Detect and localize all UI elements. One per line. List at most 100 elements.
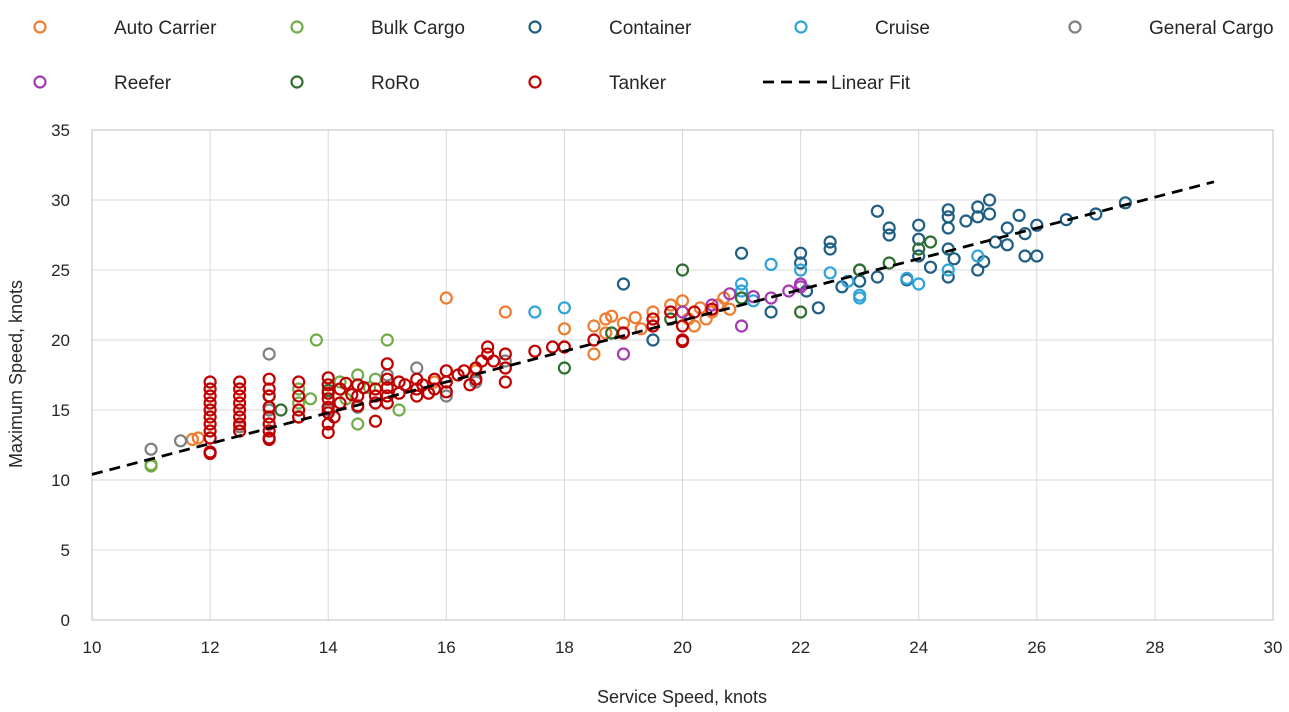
y-tick-label: 30	[51, 191, 70, 210]
data-point	[498, 347, 512, 361]
data-point	[392, 403, 406, 417]
data-point	[486, 354, 501, 368]
data-point	[687, 319, 701, 333]
data-point	[811, 301, 825, 315]
tick-labels: 10 12 14 16 18 20 22 24 26 28 30 0 5 10 15 20 25 30 35	[51, 121, 1282, 657]
data-point	[764, 305, 778, 319]
plot-border	[91, 129, 1274, 621]
data-point	[398, 378, 412, 392]
data-point	[439, 291, 453, 305]
data-point	[616, 277, 631, 291]
data-point	[646, 312, 660, 326]
x-tick-label: 16	[437, 638, 456, 657]
data-point	[233, 375, 247, 389]
data-point	[321, 392, 335, 406]
x-tick-label: 14	[319, 638, 338, 657]
data-point	[481, 340, 495, 354]
data-point	[203, 403, 217, 417]
data-point	[628, 311, 642, 325]
data-point	[941, 270, 955, 284]
data-point	[545, 340, 560, 354]
y-tick-label: 5	[61, 541, 70, 560]
data-point	[292, 389, 306, 403]
data-points	[144, 193, 1132, 473]
x-tick-label: 20	[673, 638, 692, 657]
y-axis-title: Maximum Speed, knots	[6, 280, 26, 468]
legend-item-reefer: Reefer	[33, 73, 172, 94]
data-point	[734, 277, 749, 291]
series-auto-carrier	[185, 291, 737, 446]
data-point	[941, 263, 955, 277]
data-point	[675, 334, 690, 348]
data-point	[203, 410, 217, 424]
data-point	[303, 392, 318, 406]
data-point	[203, 375, 217, 389]
legend-item-roro: RoRo	[290, 73, 420, 94]
data-point	[498, 375, 512, 389]
legend-label: Container	[609, 18, 692, 39]
legend-label: Tanker	[609, 73, 667, 94]
data-point	[605, 309, 619, 323]
data-point	[823, 235, 837, 249]
legend-item-bulk-cargo: Bulk Cargo	[290, 18, 465, 39]
data-point	[823, 266, 837, 280]
linear-fit-line	[91, 180, 1215, 476]
data-point	[853, 274, 867, 288]
data-point	[823, 242, 837, 256]
legend-item-auto-carrier: Auto Carrier	[33, 18, 217, 39]
data-point	[616, 316, 631, 330]
data-point	[882, 221, 896, 235]
data-point	[262, 382, 276, 396]
data-point	[599, 326, 613, 340]
data-point	[793, 263, 808, 277]
y-tick-label: 20	[51, 331, 70, 350]
data-point	[292, 410, 306, 424]
data-point	[321, 378, 335, 392]
data-point	[734, 246, 749, 260]
legend-marker	[1068, 20, 1082, 34]
data-point	[587, 319, 601, 333]
x-tick-label: 18	[555, 638, 574, 657]
data-point	[982, 207, 997, 221]
legend-marker	[33, 20, 47, 34]
data-point	[321, 371, 335, 385]
y-tick-label: 0	[61, 611, 70, 630]
data-point	[262, 389, 276, 403]
data-point	[793, 256, 808, 270]
legend-marker	[290, 20, 304, 34]
data-point	[262, 424, 276, 438]
data-point	[793, 305, 808, 319]
x-tick-label: 10	[83, 638, 102, 657]
data-point	[351, 368, 365, 382]
x-tick-label: 12	[201, 638, 220, 657]
data-point	[427, 372, 442, 386]
data-point	[262, 410, 276, 424]
x-tick-label: 30	[1264, 638, 1283, 657]
data-point	[734, 284, 749, 298]
data-point	[616, 326, 631, 340]
linear-fit-layer	[91, 180, 1215, 476]
data-point	[900, 271, 914, 285]
legend-item-general-cargo: General Cargo	[1068, 18, 1274, 39]
data-point	[664, 305, 678, 319]
data-point	[321, 425, 335, 439]
data-point	[380, 372, 394, 386]
legend-marker	[290, 75, 304, 89]
data-point	[233, 403, 247, 417]
legend-label: Linear Fit	[831, 73, 911, 94]
data-point	[380, 381, 394, 395]
data-point	[481, 347, 495, 361]
data-point	[734, 291, 749, 305]
data-point	[380, 396, 394, 410]
data-point	[203, 431, 217, 445]
data-point	[528, 344, 542, 358]
data-point	[988, 235, 1003, 249]
data-point	[912, 249, 926, 263]
data-point	[923, 235, 938, 249]
data-point	[841, 274, 855, 288]
data-point	[274, 403, 288, 417]
data-point	[262, 347, 276, 361]
data-point	[173, 434, 188, 448]
data-point	[498, 305, 512, 319]
data-point	[262, 400, 276, 414]
